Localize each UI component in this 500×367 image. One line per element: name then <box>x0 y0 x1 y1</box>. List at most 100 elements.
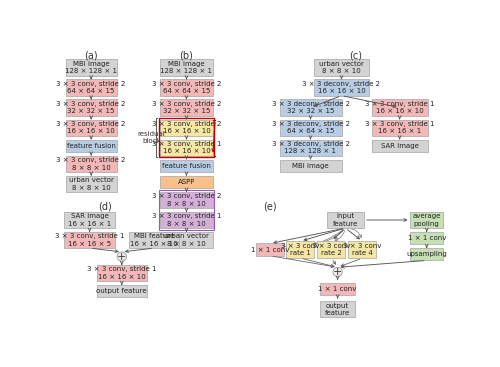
Text: 3 × 3 conv, stride 1
16 × 16 × 10: 3 × 3 conv, stride 1 16 × 16 × 10 <box>152 141 221 155</box>
Text: 3 × 3 deconv, stride 2
64 × 64 × 15: 3 × 3 deconv, stride 2 64 × 64 × 15 <box>272 121 349 134</box>
Text: 3 × 3 deconv, stride 2
32 × 32 × 15: 3 × 3 deconv, stride 2 32 × 32 × 15 <box>272 101 349 114</box>
Text: urban vector
8 × 8 × 10: urban vector 8 × 8 × 10 <box>68 177 114 190</box>
Text: (d): (d) <box>98 202 112 212</box>
FancyBboxPatch shape <box>348 241 376 258</box>
Text: 3 × 3 conv, stride 1
16 × 16 × 10: 3 × 3 conv, stride 1 16 × 16 × 10 <box>87 266 156 280</box>
FancyBboxPatch shape <box>66 176 117 192</box>
Text: 3 × 3 conv, stride 2
16 × 16 × 10: 3 × 3 conv, stride 2 16 × 16 × 10 <box>56 121 126 134</box>
Text: 3 × 3 conv, stride 2
8 × 8 × 10: 3 × 3 conv, stride 2 8 × 8 × 10 <box>152 193 221 207</box>
FancyBboxPatch shape <box>318 241 345 258</box>
FancyBboxPatch shape <box>160 192 213 208</box>
FancyBboxPatch shape <box>66 156 117 172</box>
FancyBboxPatch shape <box>129 232 179 248</box>
Text: urban vector
8 × 8 × 10: urban vector 8 × 8 × 10 <box>164 233 209 247</box>
Text: MBI image
128 × 128 × 1: MBI image 128 × 128 × 1 <box>160 61 212 74</box>
Text: feature fusion: feature fusion <box>162 163 211 169</box>
Text: output
feature: output feature <box>325 302 350 316</box>
FancyBboxPatch shape <box>320 283 356 295</box>
Text: 3 × 3 conv, stride 1
16 × 16 × 10: 3 × 3 conv, stride 1 16 × 16 × 10 <box>365 101 434 114</box>
Text: (e): (e) <box>264 202 277 212</box>
Text: urban vector
8 × 8 × 10: urban vector 8 × 8 × 10 <box>319 61 364 74</box>
FancyBboxPatch shape <box>410 232 443 244</box>
FancyBboxPatch shape <box>160 120 213 136</box>
Text: input
feature: input feature <box>333 213 358 227</box>
Text: ASPP: ASPP <box>178 179 195 185</box>
FancyArrowPatch shape <box>273 256 334 268</box>
Text: MBI image: MBI image <box>292 163 329 169</box>
FancyBboxPatch shape <box>66 139 117 152</box>
FancyArrowPatch shape <box>348 228 362 237</box>
Text: 3 × 3 conv
rate 4: 3 × 3 conv rate 4 <box>343 243 382 257</box>
FancyBboxPatch shape <box>96 285 147 297</box>
Text: +: + <box>333 267 342 277</box>
Text: 3 × 3 conv, stride 1
8 × 8 × 10: 3 × 3 conv, stride 1 8 × 8 × 10 <box>152 213 221 227</box>
FancyBboxPatch shape <box>280 139 342 156</box>
Text: 1 × 1 conv: 1 × 1 conv <box>251 247 290 252</box>
FancyBboxPatch shape <box>286 241 314 258</box>
FancyBboxPatch shape <box>410 212 443 228</box>
FancyBboxPatch shape <box>160 232 213 248</box>
FancyArrowPatch shape <box>333 261 336 264</box>
Text: 3 × 3 deconv, stride 2
128 × 128 × 1: 3 × 3 deconv, stride 2 128 × 128 × 1 <box>272 141 349 155</box>
Text: upsampling: upsampling <box>406 251 447 257</box>
FancyBboxPatch shape <box>280 160 342 172</box>
Text: (b): (b) <box>180 50 194 60</box>
Text: SAR image
16 × 16 × 1: SAR image 16 × 16 × 1 <box>68 213 111 227</box>
Circle shape <box>117 252 126 261</box>
FancyBboxPatch shape <box>160 160 213 172</box>
Text: (a): (a) <box>84 50 98 60</box>
FancyArrowPatch shape <box>303 259 334 267</box>
FancyBboxPatch shape <box>280 120 342 136</box>
Text: output feature: output feature <box>96 288 147 294</box>
FancyBboxPatch shape <box>66 59 117 76</box>
Text: 3 × 3 conv, stride 2
16 × 16 × 10: 3 × 3 conv, stride 2 16 × 16 × 10 <box>152 121 221 134</box>
FancyBboxPatch shape <box>160 59 213 76</box>
FancyBboxPatch shape <box>160 176 213 188</box>
Text: average
pooling: average pooling <box>412 213 441 227</box>
Circle shape <box>333 267 342 277</box>
Text: SAR image: SAR image <box>380 143 418 149</box>
FancyBboxPatch shape <box>160 99 213 116</box>
Text: feature fusion: feature fusion <box>66 143 116 149</box>
FancyArrowPatch shape <box>335 231 344 241</box>
FancyBboxPatch shape <box>372 120 428 136</box>
Text: MBI image
128 × 128 × 1: MBI image 128 × 128 × 1 <box>65 61 117 74</box>
FancyBboxPatch shape <box>372 99 428 116</box>
Text: 3 × 3 conv, stride 2
8 × 8 × 10: 3 × 3 conv, stride 2 8 × 8 × 10 <box>56 157 126 171</box>
Text: 3 × 3 deconv, stride 2
16 × 16 × 10: 3 × 3 deconv, stride 2 16 × 16 × 10 <box>302 81 380 94</box>
FancyBboxPatch shape <box>410 248 443 261</box>
FancyBboxPatch shape <box>160 80 213 96</box>
Text: 3 × 3 conv, stride 2
32 × 32 × 15: 3 × 3 conv, stride 2 32 × 32 × 15 <box>152 101 221 114</box>
FancyBboxPatch shape <box>66 99 117 116</box>
FancyBboxPatch shape <box>372 139 428 152</box>
Text: 3 × 3 conv
rate 1: 3 × 3 conv rate 1 <box>281 243 320 257</box>
FancyArrowPatch shape <box>341 259 360 266</box>
FancyBboxPatch shape <box>314 59 370 76</box>
Text: 3 × 3 conv, stride 1
16 × 16 × 5: 3 × 3 conv, stride 1 16 × 16 × 5 <box>55 233 124 247</box>
FancyArrowPatch shape <box>304 230 344 244</box>
FancyBboxPatch shape <box>64 232 115 248</box>
Text: 3 × 3 conv, stride 2
64 × 64 × 15: 3 × 3 conv, stride 2 64 × 64 × 15 <box>152 81 221 94</box>
FancyBboxPatch shape <box>66 120 117 136</box>
FancyBboxPatch shape <box>160 212 213 228</box>
Text: residual
block: residual block <box>138 131 166 144</box>
FancyBboxPatch shape <box>64 212 115 228</box>
Text: 3 × 3 conv, stride 2
32 × 32 × 15: 3 × 3 conv, stride 2 32 × 32 × 15 <box>56 101 126 114</box>
FancyBboxPatch shape <box>160 139 213 156</box>
Text: MBI feature
16 × 16 × 10: MBI feature 16 × 16 × 10 <box>130 233 178 247</box>
Text: 1 × 1 conv: 1 × 1 conv <box>408 235 446 241</box>
Text: 3 × 3 conv, stride 1
16 × 16 × 1: 3 × 3 conv, stride 1 16 × 16 × 1 <box>365 121 434 134</box>
Text: 3 × 3 conv, stride 2
64 × 64 × 15: 3 × 3 conv, stride 2 64 × 64 × 15 <box>56 81 126 94</box>
FancyBboxPatch shape <box>280 99 342 116</box>
Text: 3 × 3 conv
rate 2: 3 × 3 conv rate 2 <box>312 243 350 257</box>
FancyBboxPatch shape <box>327 212 364 228</box>
Text: +: + <box>117 251 126 262</box>
FancyBboxPatch shape <box>320 301 356 317</box>
FancyBboxPatch shape <box>96 265 147 281</box>
FancyArrowPatch shape <box>274 230 343 247</box>
FancyBboxPatch shape <box>66 80 117 96</box>
Text: 1 × 1 conv: 1 × 1 conv <box>318 286 357 292</box>
FancyBboxPatch shape <box>314 80 370 96</box>
Text: (c): (c) <box>349 50 362 60</box>
FancyBboxPatch shape <box>256 243 284 256</box>
